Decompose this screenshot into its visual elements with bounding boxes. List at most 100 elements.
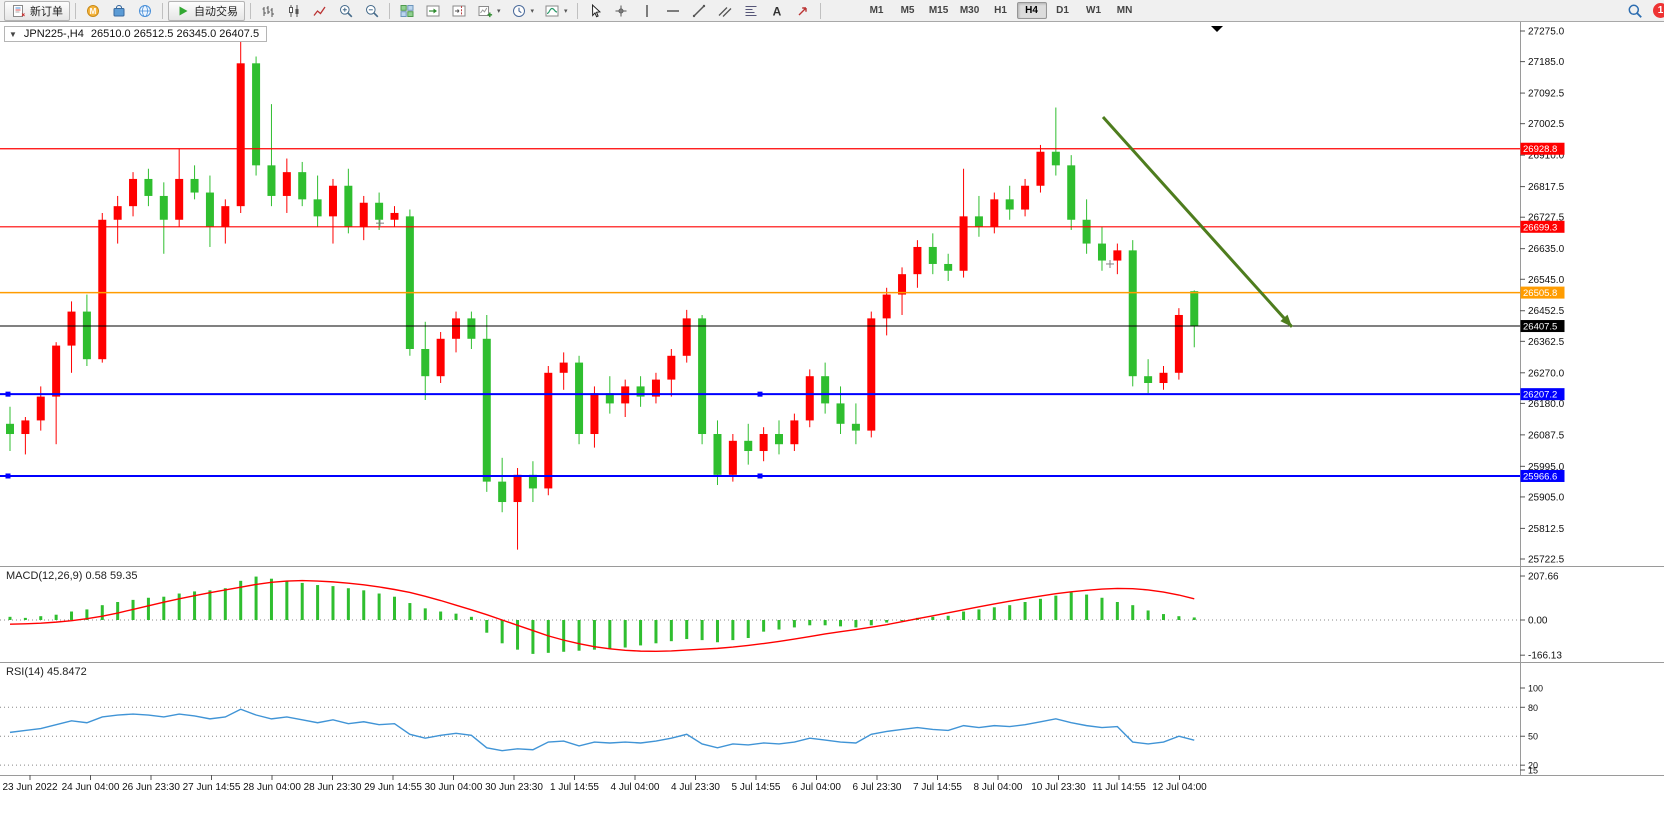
macd-tick-label: 0.00 [1528, 616, 1548, 627]
chart-shift-button[interactable] [447, 1, 471, 21]
fibonacci-icon [745, 5, 757, 16]
auto-trading-button[interactable]: 自动交易 [168, 0, 245, 21]
toolbar-separator [819, 2, 821, 19]
trendline-icon [692, 4, 705, 17]
price-tags: 26928.8 26699.3 26505.8 26407.5 26207.2 25966… [1520, 142, 1565, 482]
search-button[interactable] [1623, 1, 1647, 21]
timeframe-button-mn[interactable]: MN [1116, 5, 1133, 16]
text-button[interactable]: A [765, 1, 789, 21]
zoom-out-button[interactable] [360, 1, 384, 21]
time-tick-label: 7 Jul 14:55 [913, 782, 962, 793]
cursor-button[interactable] [583, 1, 607, 21]
channel-button[interactable] [713, 1, 737, 21]
timeframe-group: M1 M5 M15 M30 H1 H4 D1 W1 MN [862, 2, 1140, 19]
mql5-community-icon: M [87, 4, 99, 17]
rsi-tick-label: 20 [1528, 761, 1538, 771]
horizontal-line-button[interactable] [661, 1, 685, 21]
price-tick-label: 26087.5 [1528, 430, 1565, 441]
svg-text:A: A [772, 4, 781, 18]
line-handle[interactable] [5, 391, 11, 397]
price-tag-label: 26207.2 [1523, 390, 1557, 401]
periods-clock-button[interactable]: ▾ [507, 1, 539, 21]
vertical-line-icon [645, 4, 648, 17]
timeframe-button-d1[interactable]: D1 [1056, 5, 1069, 16]
time-tick-label: 26 Jun 23:30 [122, 782, 180, 793]
timeframe-button-m5[interactable]: M5 [900, 5, 915, 16]
collapse-arrow-icon[interactable]: ▼ [9, 29, 17, 39]
crosshair-icon [615, 5, 627, 16]
time-axis: 23 Jun 2022 24 Jun 04:00 26 Jun 23:30 27 Ju… [2, 775, 1207, 793]
bar-chart-button[interactable] [256, 1, 280, 21]
zoom-in-button[interactable] [334, 1, 358, 21]
time-tick-label: 29 Jun 14:55 [364, 782, 422, 793]
tile-windows-button[interactable] [395, 1, 419, 21]
timeframe-button-h1[interactable]: H1 [994, 5, 1007, 16]
arrows-button[interactable] [791, 1, 815, 21]
dropdown-caret-icon: ▾ [530, 7, 535, 15]
web-icon [139, 4, 151, 17]
time-tick-label: 30 Jun 04:00 [425, 782, 483, 793]
rsi-tick-label: 50 [1528, 732, 1538, 742]
indicators-icon [545, 5, 559, 16]
new-chart-button[interactable]: ▾ [473, 1, 505, 21]
price-tag-label: 25966.6 [1523, 471, 1557, 482]
fibonacci-button[interactable] [739, 1, 763, 21]
time-tick-label: 8 Jul 04:00 [974, 782, 1023, 793]
candlestick-button[interactable] [282, 1, 306, 21]
auto-scroll-icon [426, 5, 440, 16]
candlestick-icon [289, 4, 299, 17]
new-order-button[interactable]: 新订单 [4, 0, 70, 21]
price-tag-label: 26699.3 [1523, 222, 1557, 233]
price-tick-label: 26452.5 [1528, 306, 1565, 317]
price-tick-label: 27185.0 [1528, 57, 1565, 68]
market-button[interactable] [107, 1, 131, 21]
macd-panel: 207.66 0.00 -166.13 [0, 572, 1562, 662]
time-tick-label: 28 Jun 23:30 [304, 782, 362, 793]
price-tick-label: 26910.0 [1528, 151, 1565, 162]
timeframe-button-h4[interactable]: H4 [1016, 2, 1047, 19]
timeframe-button-m15[interactable]: M15 [928, 5, 949, 16]
web-button[interactable] [133, 1, 157, 21]
arrows-icon [798, 6, 807, 15]
scroll-to-end-marker[interactable] [1211, 26, 1223, 32]
svg-text:M: M [90, 6, 97, 15]
price-tag [1520, 469, 1565, 482]
zoom-in-icon [340, 4, 353, 17]
trendline-button[interactable] [687, 1, 711, 21]
macd-tick-label: -166.13 [1528, 651, 1562, 662]
line-handle[interactable] [5, 473, 11, 479]
crosshair-button[interactable] [609, 1, 633, 21]
bar-chart-icon [262, 5, 274, 17]
macd-label: MACD(12,26,9) 0.58 59.35 [6, 570, 137, 582]
vertical-line-button[interactable] [635, 1, 659, 21]
play-icon [179, 6, 188, 15]
timeframe-button-m30[interactable]: M30 [959, 5, 980, 16]
trend-arrow[interactable] [1101, 116, 1294, 328]
zoom-out-icon [366, 4, 379, 17]
time-tick-label: 12 Jul 04:00 [1152, 782, 1207, 793]
price-tag [1520, 142, 1565, 155]
time-tick-label: 6 Jul 04:00 [792, 782, 841, 793]
price-tag [1520, 220, 1565, 233]
timeframe-button-w1[interactable]: W1 [1086, 5, 1102, 16]
dropdown-caret-icon: ▾ [564, 7, 568, 15]
indicators-button[interactable]: ▾ [540, 1, 572, 21]
auto-scroll-button[interactable] [421, 1, 445, 21]
line-handle[interactable] [757, 391, 763, 397]
symbol-info-bar[interactable]: ▼ JPN225-,H4 26510.0 26512.5 26345.0 264… [4, 26, 268, 42]
mql5-community-button[interactable]: M [81, 1, 105, 21]
periods-clock-icon [512, 4, 525, 17]
rsi-tick-label: 100 [1528, 684, 1543, 694]
channel-icon [718, 6, 732, 17]
price-tick-label: 26727.5 [1528, 213, 1565, 224]
rsi-tick-label: 80 [1528, 703, 1538, 713]
notification-badge[interactable]: 1 [1653, 3, 1664, 18]
line-handle[interactable] [757, 473, 763, 479]
toolbar-separator [576, 2, 578, 19]
time-tick-label: 4 Jul 23:30 [671, 782, 720, 793]
timeframe-button-m1[interactable]: M1 [869, 5, 884, 16]
line-chart-button[interactable] [308, 1, 332, 21]
time-tick-label: 27 Jun 14:55 [183, 782, 241, 793]
